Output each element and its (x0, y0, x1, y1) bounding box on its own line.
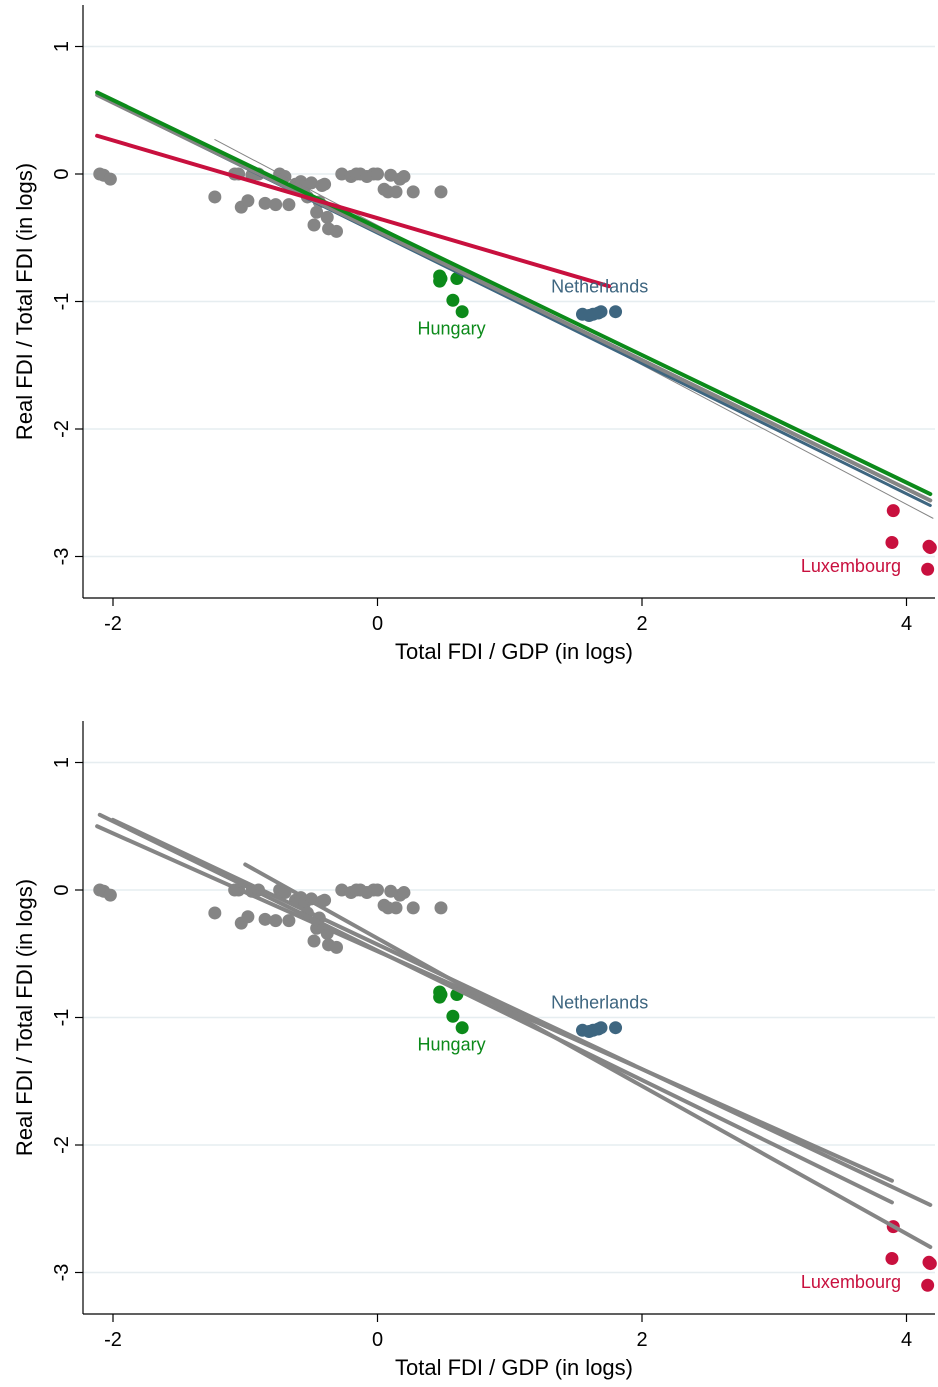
data-point-red (886, 504, 900, 518)
data-point-gray (307, 218, 321, 232)
y-tick-label: 0 (51, 168, 73, 179)
data-point-gray (318, 177, 332, 191)
y-axis-title: Real FDI / Total FDI (in logs) (12, 879, 37, 1156)
data-point-gray (269, 198, 283, 212)
data-point-gray (258, 912, 272, 926)
data-point-red (923, 541, 937, 555)
data-point-green (446, 1009, 460, 1023)
data-point-green (434, 272, 448, 286)
data-point-blue (609, 1021, 623, 1035)
country-label: Luxembourg (801, 556, 901, 576)
fit-line-green (95, 90, 933, 497)
country-label: Netherlands (551, 277, 648, 297)
data-point-gray (282, 914, 296, 928)
data-point-green (446, 293, 460, 307)
x-tick-label: 0 (372, 613, 383, 635)
data-point-gray (258, 196, 272, 210)
y-tick-label: -1 (51, 1009, 73, 1027)
x-tick-label: 4 (901, 1329, 912, 1351)
data-point-gray (103, 888, 117, 902)
data-point-red (921, 562, 935, 576)
data-point-gray (318, 893, 332, 907)
data-point-gray (371, 883, 384, 897)
data-point-gray (330, 224, 344, 238)
data-point-gray (282, 198, 296, 212)
fit-line-gray (95, 92, 933, 503)
x-tick-label: 0 (372, 1329, 383, 1351)
data-point-blue (594, 305, 608, 319)
data-point-gray (397, 886, 411, 900)
data-point-gray (208, 190, 222, 204)
x-axis-title: Total FDI / GDP (in logs) (395, 1355, 633, 1380)
country-label: Hungary (418, 1035, 486, 1055)
data-point-gray (241, 194, 255, 208)
data-point-gray (103, 172, 117, 186)
data-point-gray (434, 185, 448, 199)
data-point-green (455, 305, 469, 319)
y-tick-label: -2 (51, 420, 73, 438)
data-point-gray (320, 210, 334, 224)
x-tick-label: 2 (636, 613, 647, 635)
country-label: Luxembourg (801, 1272, 901, 1292)
x-tick-label: 4 (901, 613, 912, 635)
data-point-gray (434, 901, 448, 915)
data-point-gray (208, 906, 222, 920)
data-point-gray (371, 167, 384, 181)
data-point-gray (330, 940, 344, 954)
data-point-red (923, 1257, 937, 1271)
data-point-gray (389, 185, 403, 199)
y-tick-label: -3 (51, 548, 73, 566)
y-tick-label: 1 (51, 41, 73, 52)
fit-line-gray (243, 862, 933, 1249)
chart-panel-1: -2 0 2 4 -3 -2 -1 0 1 Total FDI / GDP (in logs) Re… (12, 5, 937, 664)
data-point-gray (304, 176, 318, 190)
data-point-gray (307, 934, 321, 948)
data-point-gray (269, 914, 283, 928)
data-point-green (434, 988, 448, 1002)
y-axis-title: Real FDI / Total FDI (in logs) (12, 163, 37, 440)
data-point-gray (397, 170, 411, 184)
data-point-gray (406, 185, 420, 199)
y-tick-label: 1 (51, 757, 73, 768)
x-tick-label: -2 (104, 1329, 122, 1351)
data-point-red (885, 1251, 899, 1265)
x-axis-title: Total FDI / GDP (in logs) (395, 639, 633, 664)
y-tick-label: -3 (51, 1264, 73, 1282)
data-point-blue (609, 305, 623, 319)
x-tick-label: -2 (104, 613, 122, 635)
y-tick-label: -2 (51, 1136, 73, 1154)
data-point-gray (310, 205, 324, 219)
data-point-gray (241, 910, 255, 924)
fit-line-gray (97, 812, 894, 1205)
fit-line-red (95, 133, 611, 289)
data-point-gray (406, 901, 420, 915)
data-point-red (921, 1278, 935, 1292)
x-tick-label: 2 (636, 1329, 647, 1351)
country-label: Hungary (418, 319, 486, 339)
y-tick-label: 0 (51, 884, 73, 895)
data-point-blue (594, 1021, 608, 1035)
data-point-green (455, 1021, 469, 1035)
fit-line-gray (111, 817, 933, 1207)
country-label: Netherlands (551, 993, 648, 1013)
data-point-red (885, 535, 899, 549)
data-point-gray (389, 901, 403, 915)
chart-panel-2: -2 0 2 4 -3 -2 -1 0 1 Total FDI / GDP (in logs) Re… (12, 721, 937, 1380)
y-tick-label: -1 (51, 293, 73, 311)
